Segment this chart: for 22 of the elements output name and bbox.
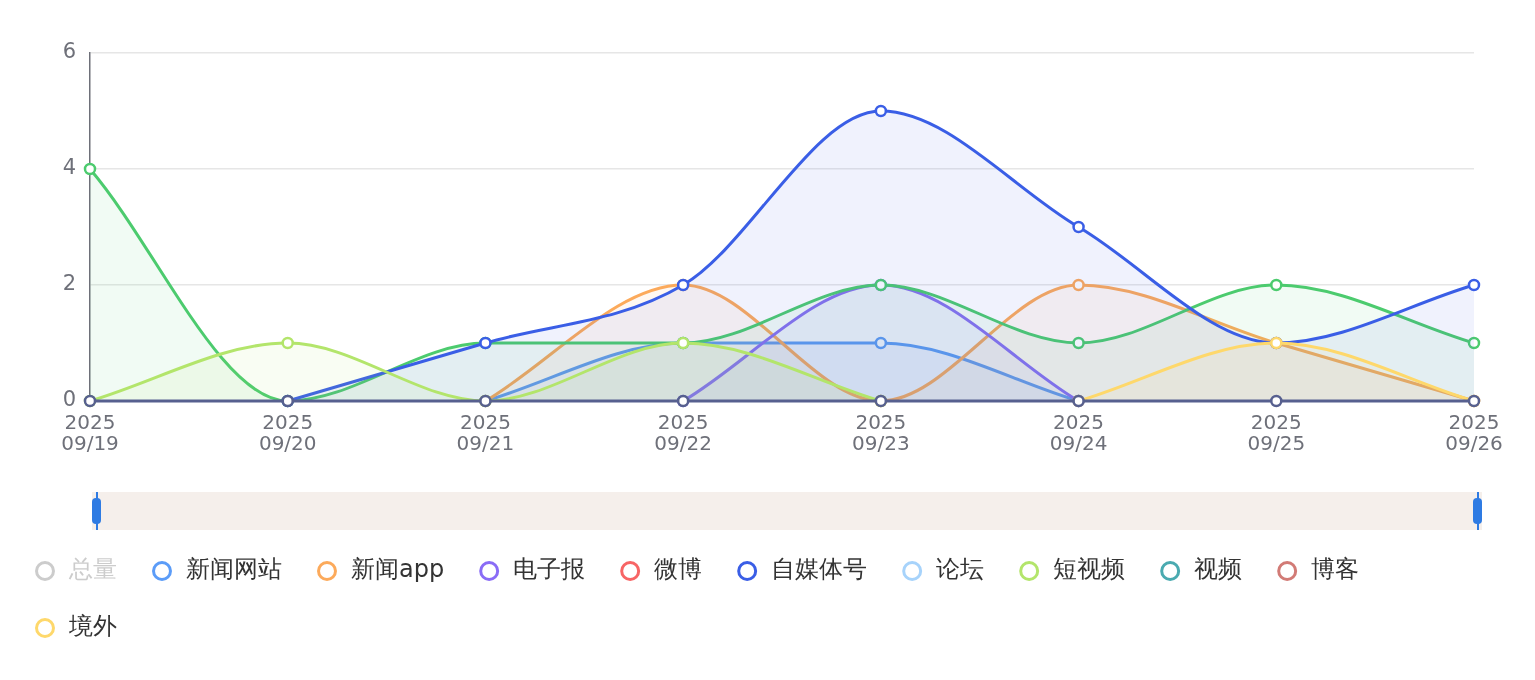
x-tick-label: 2025 09/22	[654, 409, 712, 455]
legend-label: 视频	[1194, 555, 1243, 584]
x-tick-label: 2025 09/20	[258, 409, 317, 455]
legend-label: 电子报	[513, 555, 586, 584]
legend-label: 新闻app	[351, 555, 445, 584]
legend-label: 论坛	[936, 555, 985, 584]
legend-label: 微博	[654, 555, 703, 584]
y-tick-label: 6	[62, 39, 76, 64]
legend-label: 短视频	[1053, 555, 1126, 584]
legend-label: 自媒体号	[771, 555, 868, 584]
y-tick-label: 4	[62, 155, 76, 180]
legend-label: 博客	[1311, 555, 1360, 584]
y-tick-label: 2	[62, 271, 76, 296]
x-tick-label: 2025 09/25	[1247, 409, 1306, 455]
x-tick-label: 2025 09/26	[1445, 409, 1503, 455]
x-tick-label: 2025 09/19	[61, 409, 119, 455]
legend-label: 新闻网站	[186, 555, 282, 584]
x-tick-label: 2025 09/21	[456, 409, 515, 455]
y-tick-label: 0	[62, 387, 76, 412]
legend-label: 境外	[68, 612, 117, 641]
x-tick-label: 2025 09/23	[852, 409, 910, 455]
x-tick-label: 2025 09/24	[1049, 409, 1108, 455]
